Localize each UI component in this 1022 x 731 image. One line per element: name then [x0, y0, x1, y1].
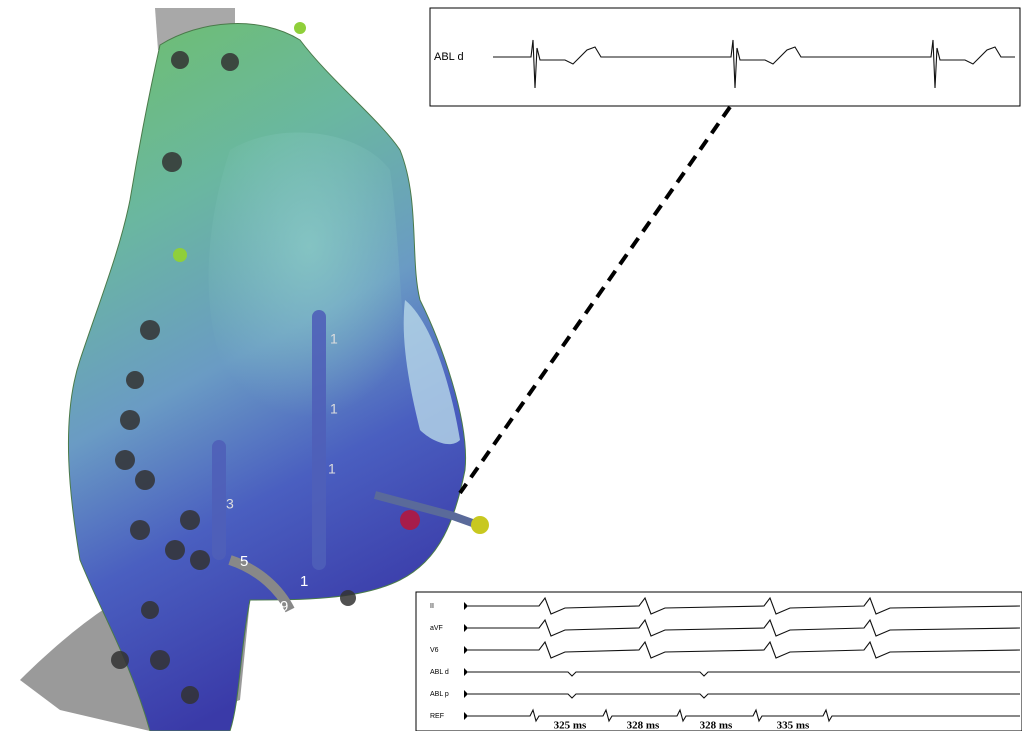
figure: 1 1 1 3 5 9 1 ABL d II aVF V6 ABL d ABL p REF…	[0, 0, 1022, 731]
interval-label: 328 ms	[700, 720, 733, 731]
catheter-label: 5	[240, 553, 248, 570]
connector	[460, 107, 730, 493]
channel-label: II	[430, 603, 434, 610]
catheter-label: 1	[330, 331, 338, 347]
channel-label: V6	[430, 647, 439, 654]
interval-label: 328 ms	[627, 720, 660, 731]
catheter-label: 3	[226, 496, 234, 512]
channel-label: ABL d	[430, 669, 449, 676]
catheter-label: 1	[328, 461, 336, 477]
catheter-label: 1	[330, 401, 338, 417]
channel-label: ABL d	[434, 51, 464, 63]
channel-label: ABL p	[430, 691, 449, 698]
interval-label: 325 ms	[554, 720, 587, 731]
catheter-label: 9	[280, 598, 288, 615]
channel-label: REF	[430, 713, 444, 720]
bottom-panel	[416, 592, 1022, 731]
catheter-label: 1	[300, 573, 308, 590]
channel-label: aVF	[430, 625, 443, 632]
interval-label: 335 ms	[777, 720, 810, 731]
